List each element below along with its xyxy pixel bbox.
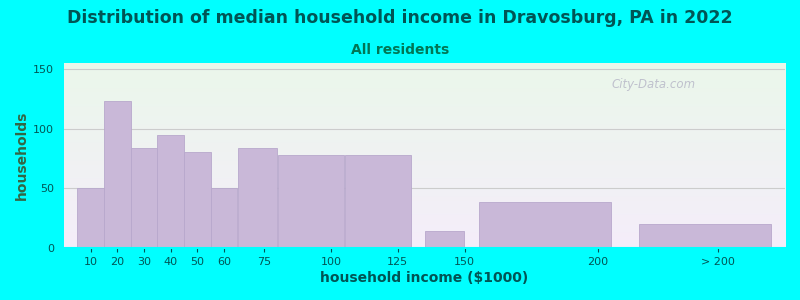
Bar xyxy=(211,188,238,248)
Bar xyxy=(158,134,184,248)
Bar xyxy=(478,202,610,248)
Text: Distribution of median household income in Dravosburg, PA in 2022: Distribution of median household income … xyxy=(67,9,733,27)
Bar xyxy=(130,148,158,248)
X-axis label: household income ($1000): household income ($1000) xyxy=(320,271,529,285)
Text: All residents: All residents xyxy=(351,44,449,58)
Text: City-Data.com: City-Data.com xyxy=(612,78,696,91)
Bar xyxy=(638,224,771,248)
Bar xyxy=(278,155,344,248)
Bar xyxy=(104,101,130,248)
Bar xyxy=(345,155,410,248)
Bar xyxy=(238,148,278,248)
Y-axis label: households: households xyxy=(15,111,29,200)
Bar xyxy=(184,152,210,248)
Bar xyxy=(78,188,104,248)
Bar xyxy=(425,231,464,248)
